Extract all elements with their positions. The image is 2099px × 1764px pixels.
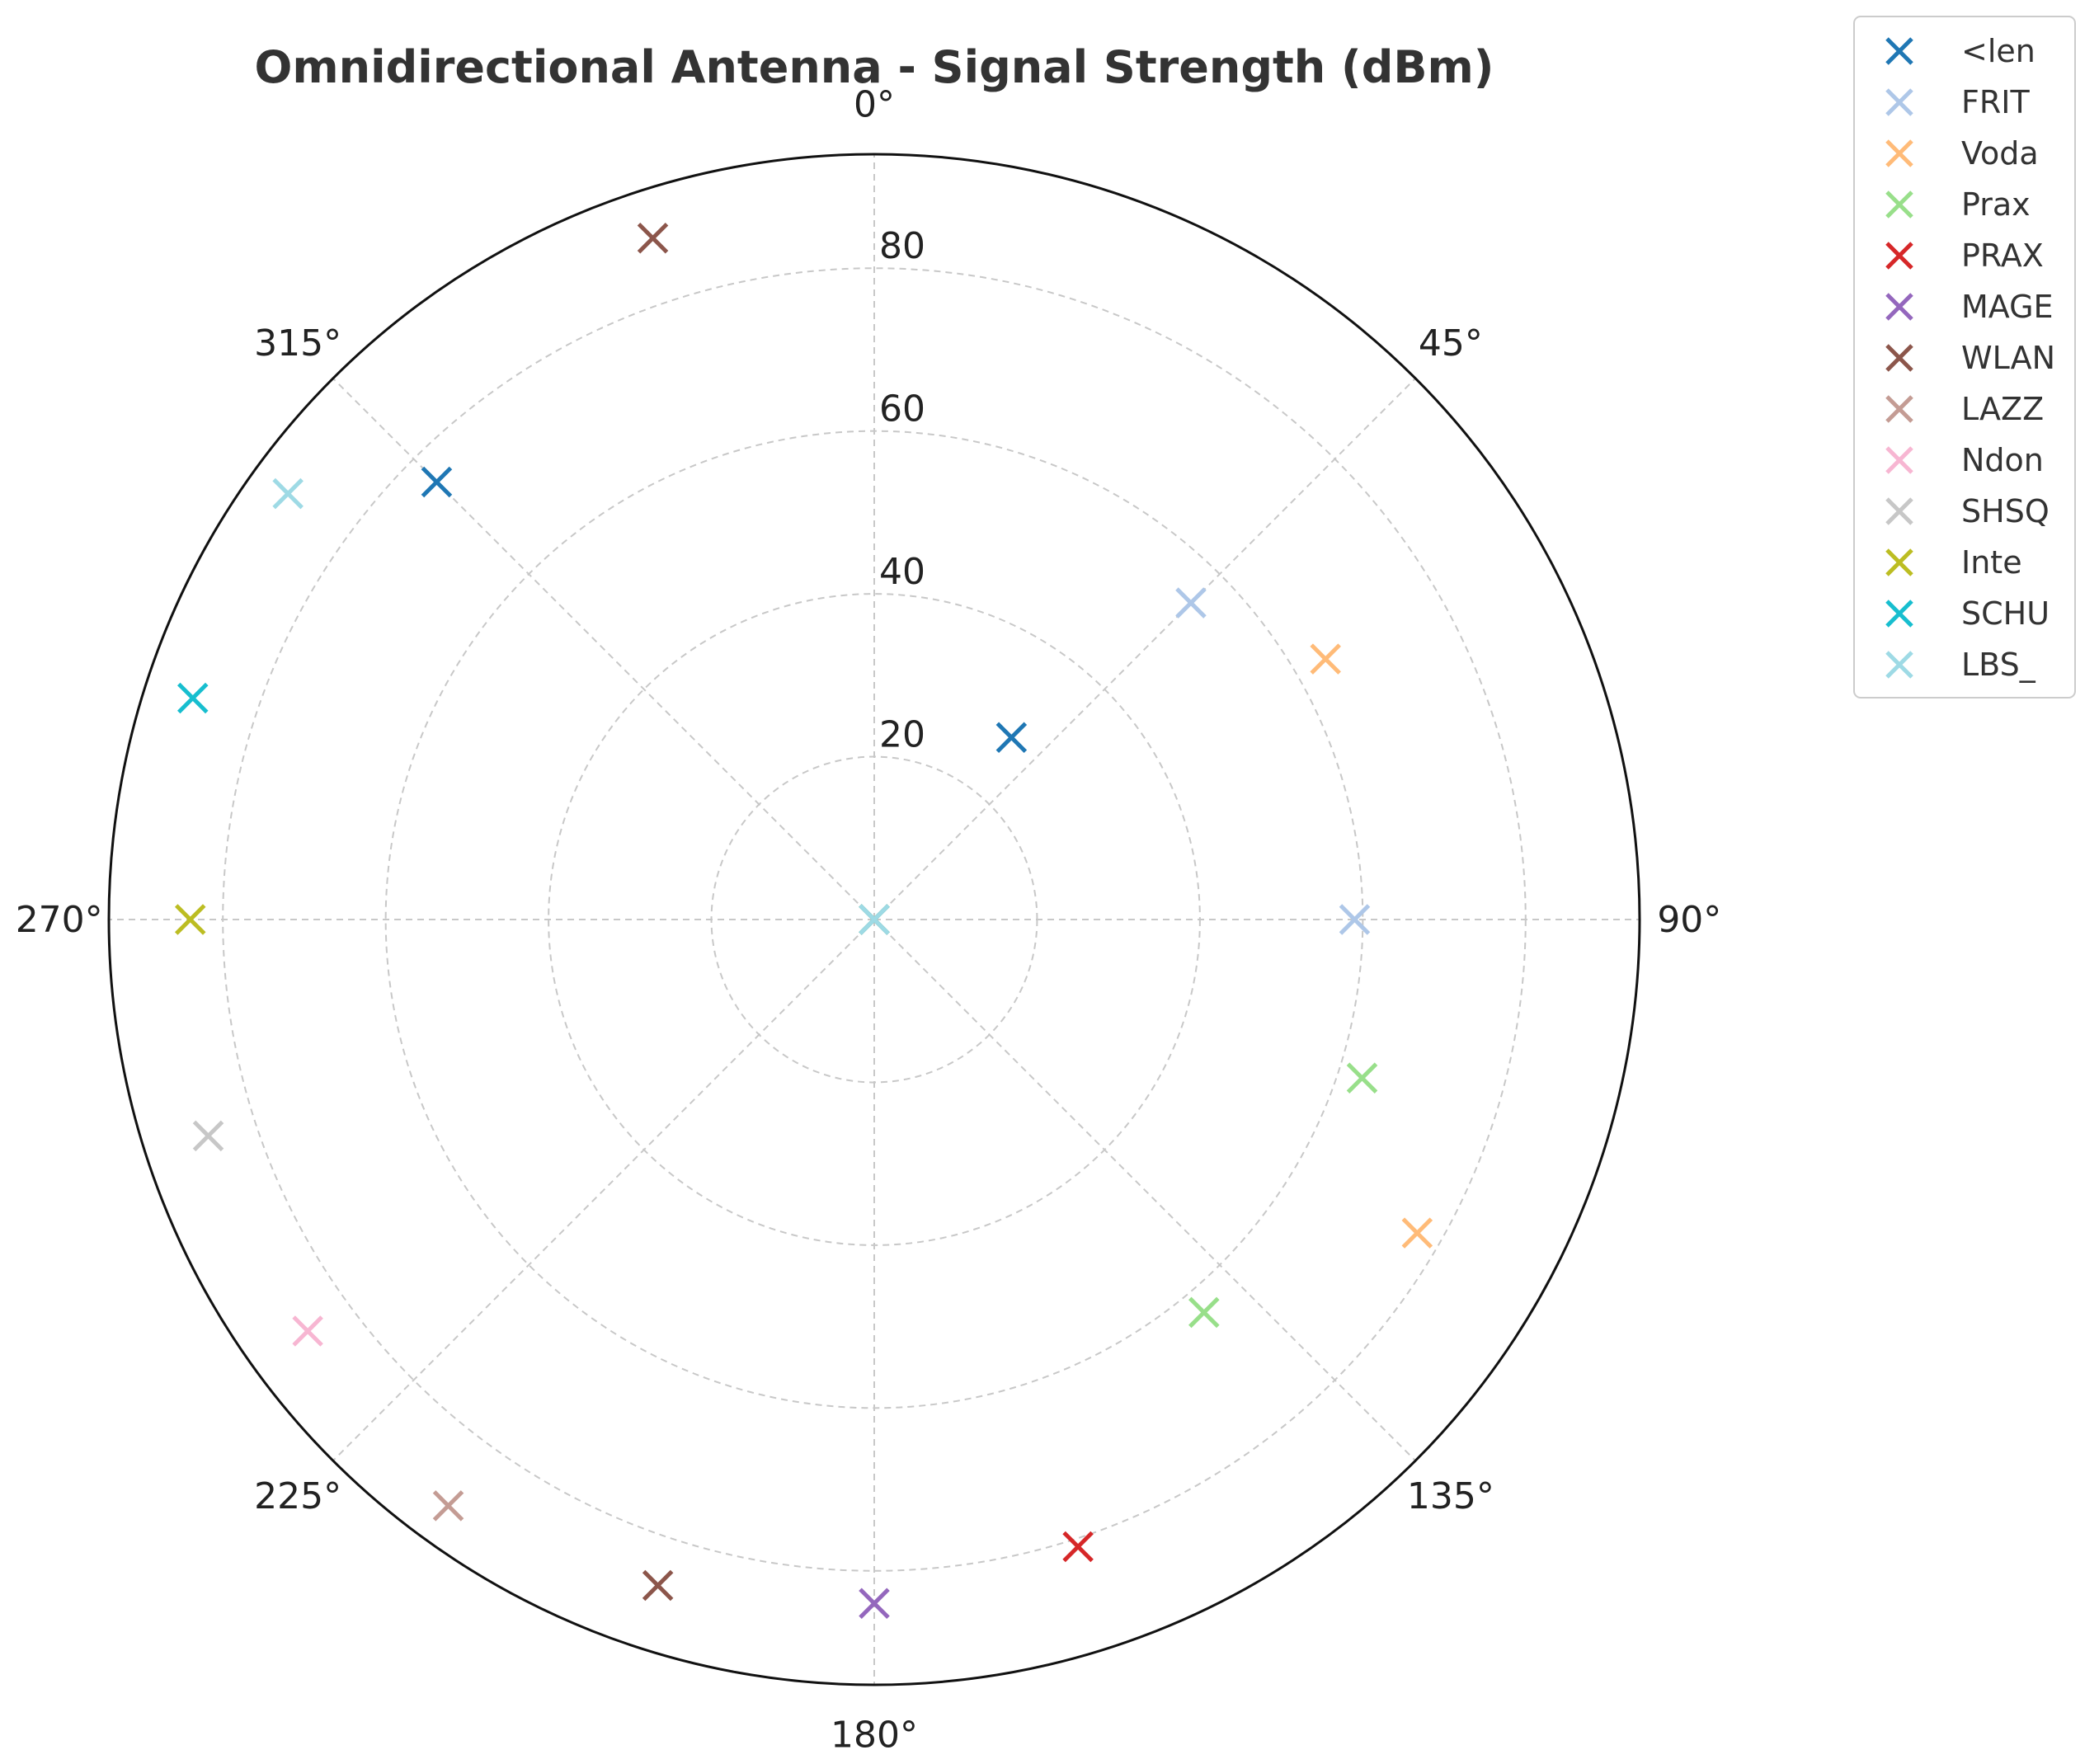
grid-spoke-1 (873, 378, 1416, 920)
data-point (859, 904, 890, 935)
legend-marker (1885, 37, 1913, 65)
legend-label: PRAX (1961, 238, 2044, 274)
legend-label: Voda (1961, 135, 2039, 172)
r-tick-label: 80 (879, 225, 925, 267)
chart-title: Omnidirectional Antenna - Signal Strengt… (255, 41, 1494, 93)
legend-label: LBS_ (1961, 647, 2036, 683)
data-point (272, 477, 304, 510)
legend-marker (1885, 651, 1913, 679)
legend-marker (1885, 344, 1913, 372)
data-point (1175, 587, 1207, 619)
data-point (637, 222, 669, 254)
legend-marker (1885, 446, 1913, 474)
data-point (174, 904, 206, 935)
legend-frame (1853, 16, 2076, 699)
data-points (174, 222, 1433, 1620)
polar-frame (107, 153, 1641, 1686)
legend-label: <len (1961, 33, 2035, 69)
data-point (642, 1569, 674, 1602)
theta-tick-label: 0° (854, 84, 895, 126)
legend-marker (1885, 395, 1913, 423)
legend-marker (1885, 88, 1913, 116)
legend-label: Ndon (1961, 442, 2044, 478)
data-point (421, 466, 453, 498)
data-point (192, 1120, 224, 1152)
data-point (1339, 904, 1371, 935)
theta-tick-label: 135° (1407, 1475, 1494, 1517)
grid-spoke-3 (873, 919, 1416, 1461)
theta-tick-label: 180° (831, 1714, 918, 1756)
r-tick-label: 20 (879, 714, 925, 756)
grid-spoke-5 (332, 919, 875, 1461)
r-tick-label: 60 (879, 388, 925, 430)
legend-label: Prax (1961, 186, 2031, 223)
data-point (176, 682, 209, 714)
data-point (995, 722, 1028, 754)
theta-tick-label: 90° (1657, 899, 1721, 941)
legend-label: Inte (1961, 544, 2022, 581)
legend-label: WLAN (1961, 340, 2055, 376)
legend-marker (1885, 191, 1913, 219)
legend-label: SCHU (1961, 595, 2050, 632)
legend-marker (1885, 293, 1913, 321)
legend-marker (1885, 548, 1913, 576)
r-tick-label: 40 (879, 551, 925, 593)
data-point (292, 1315, 323, 1347)
legend: <len FRIT Voda Prax PRAX MAGE WLAN LAZZ Ndon SHSQ… (1853, 16, 2076, 699)
data-point (859, 1588, 890, 1620)
data-point (1062, 1531, 1094, 1563)
legend-marker (1885, 242, 1913, 270)
legend-marker (1885, 139, 1913, 167)
data-point (1188, 1296, 1220, 1329)
data-point (1401, 1217, 1433, 1249)
theta-tick-label: 315° (254, 322, 341, 365)
legend-label: MAGE (1961, 289, 2054, 325)
legend-marker (1885, 497, 1913, 525)
data-point (432, 1490, 464, 1522)
legend-label: SHSQ (1961, 493, 2050, 529)
legend-marker (1885, 600, 1913, 628)
theta-tick-label: 45° (1419, 322, 1483, 365)
theta-tick-label: 270° (16, 899, 103, 941)
legend-label: FRIT (1961, 84, 2030, 120)
polar-grid (107, 153, 1641, 1686)
data-point (1346, 1062, 1378, 1094)
data-point (1310, 643, 1341, 675)
theta-tick-label: 225° (254, 1475, 341, 1517)
grid-spoke-7 (332, 378, 875, 920)
tick-labels: 0° 45° 90° 135° 180° 225° 270° 315° 20 40 60 80 (16, 84, 1722, 1757)
legend-label: LAZZ (1961, 391, 2044, 427)
